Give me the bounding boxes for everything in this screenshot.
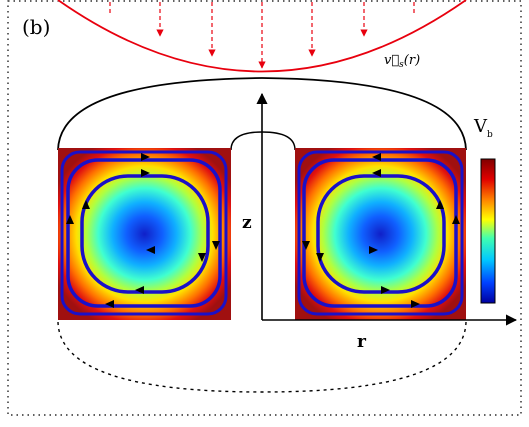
- arrowhead: [141, 169, 150, 177]
- vortex-cell-right: [295, 148, 466, 320]
- arrowhead: [105, 300, 114, 308]
- arrowhead: [369, 246, 378, 254]
- velocity-profile: v⃗s(r): [57, 0, 467, 73]
- dotted-frame: [7, 0, 522, 416]
- cylinder-top-outline: [57, 77, 467, 151]
- arrowhead: [436, 200, 444, 209]
- colorbar-scale: [480, 158, 496, 304]
- arrowhead: [316, 253, 324, 262]
- arrowhead: [372, 169, 381, 177]
- arrowhead: [411, 300, 420, 308]
- arrowhead: [141, 153, 150, 161]
- velocity-profile-curve: [57, 0, 467, 73]
- arrowhead: [372, 153, 381, 161]
- arrowhead: [82, 200, 90, 209]
- r-axis-label: r: [357, 332, 367, 352]
- cylinder-bottom-outline: [57, 321, 467, 393]
- arrowhead: [381, 286, 390, 294]
- z-axis-label: z: [242, 213, 252, 233]
- colorbar: Vb: [473, 116, 496, 304]
- streamline: [297, 150, 464, 316]
- colorbar-label: Vb: [473, 116, 493, 140]
- streamline-arrowheads: [66, 153, 220, 308]
- streamline: [66, 158, 222, 308]
- velocity-label: v⃗s(r): [384, 53, 420, 70]
- arrowhead: [198, 253, 206, 262]
- streamline: [60, 150, 228, 316]
- arrowhead: [302, 241, 310, 250]
- streamline: [80, 174, 210, 294]
- velocity-arrows: [109, 2, 415, 69]
- arrowhead: [146, 246, 155, 254]
- arrowhead: [212, 241, 220, 250]
- arrowhead: [135, 286, 144, 294]
- inner-tube-outline: [230, 131, 296, 151]
- streamline-arrowheads: [302, 153, 460, 308]
- arrowhead: [66, 215, 74, 224]
- vortex-cell-left: [58, 148, 231, 320]
- panel-label: (b): [22, 15, 50, 39]
- arrowhead: [452, 215, 460, 224]
